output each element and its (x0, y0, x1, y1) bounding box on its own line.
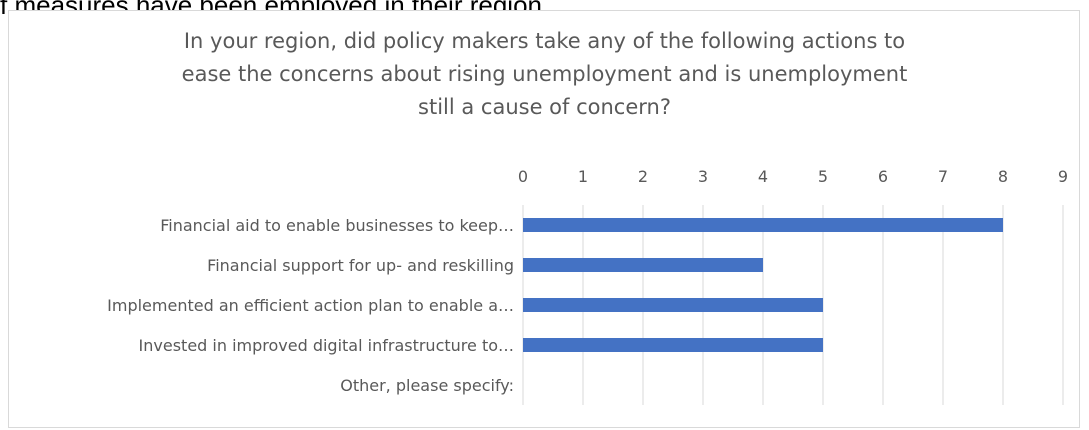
x-tick-label-7: 7 (938, 167, 948, 186)
bar-3 (523, 298, 823, 312)
category-label-2: Financial support for up- and reskilling (207, 256, 514, 275)
chart-title-line-2: ease the concerns about rising unemploym… (181, 62, 908, 86)
x-tick-label-3: 3 (698, 167, 708, 186)
x-tick-label-4: 4 (758, 167, 768, 186)
x-tick-label-1: 1 (578, 167, 588, 186)
x-tick-label-0: 0 (518, 167, 528, 186)
bar-2 (523, 258, 763, 272)
x-tick-label-6: 6 (878, 167, 888, 186)
x-tick-label-5: 5 (818, 167, 828, 186)
x-tick-label-2: 2 (638, 167, 648, 186)
bar-1 (523, 218, 1003, 232)
chart-title: In your region, did policy makers take a… (0, 25, 1089, 124)
category-label-5: Other, please specify: (340, 376, 514, 395)
chart-title-line-1: In your region, did policy makers take a… (183, 29, 906, 53)
category-label-1: Financial aid to enable businesses to ke… (160, 216, 514, 235)
category-label-3: Implemented an efficient action plan to … (107, 296, 514, 315)
chart-title-line-3: still a cause of concern? (418, 95, 671, 119)
bar-4 (523, 338, 823, 352)
x-tick-label-8: 8 (998, 167, 1008, 186)
x-tick-label-9: 9 (1058, 167, 1068, 186)
category-label-4: Invested in improved digital infrastruct… (139, 336, 514, 355)
